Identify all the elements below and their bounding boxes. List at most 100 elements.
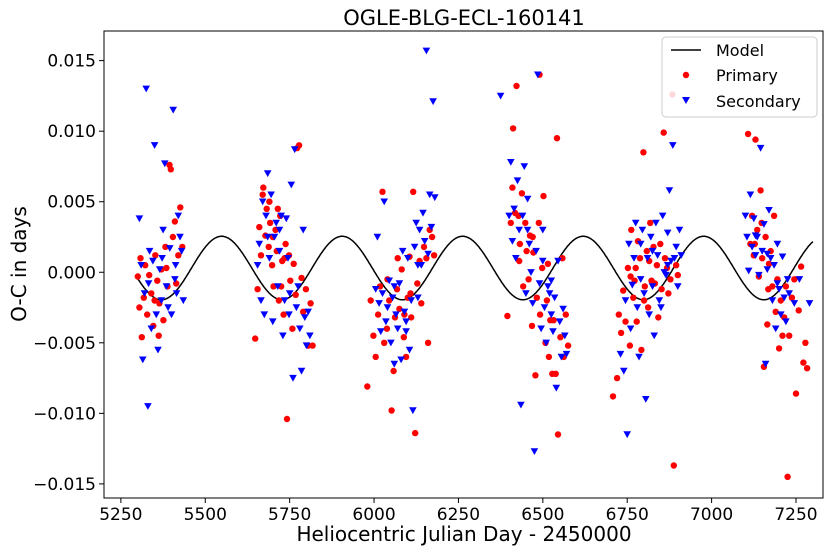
secondary-point xyxy=(626,325,635,333)
secondary-point xyxy=(431,194,439,202)
primary-point xyxy=(550,317,557,324)
secondary-point xyxy=(527,269,535,276)
secondary-point xyxy=(539,257,547,265)
secondary-point xyxy=(257,297,265,305)
secondary-point xyxy=(633,304,642,312)
primary-point xyxy=(173,280,180,287)
primary-point xyxy=(786,332,793,339)
primary-point xyxy=(394,255,401,262)
secondary-point xyxy=(135,215,144,223)
secondary-point xyxy=(662,271,670,279)
secondary-point xyxy=(785,290,793,297)
secondary-point xyxy=(140,290,149,297)
y-tick-label: 0.000 xyxy=(47,263,96,283)
primary-point xyxy=(559,255,566,262)
y-tick-label: 0.005 xyxy=(47,193,96,213)
primary-point xyxy=(289,325,296,332)
primary-point xyxy=(543,297,551,304)
secondary-point xyxy=(675,226,684,234)
secondary-point xyxy=(280,297,289,305)
secondary-point xyxy=(137,262,145,269)
primary-point xyxy=(533,294,540,301)
legend: Model Primary Secondary xyxy=(661,36,818,118)
primary-point xyxy=(539,264,546,272)
primary-point xyxy=(655,314,662,321)
secondary-point xyxy=(663,262,672,269)
primary-point xyxy=(148,290,155,297)
secondary-point xyxy=(172,290,181,297)
secondary-point xyxy=(176,233,184,241)
secondary-point xyxy=(144,280,153,288)
primary-point xyxy=(638,346,645,354)
secondary-point xyxy=(419,209,427,217)
primary-point xyxy=(667,276,674,283)
primary-point xyxy=(163,264,170,272)
primary-point xyxy=(765,286,772,293)
secondary-point xyxy=(636,240,645,248)
secondary-point xyxy=(535,280,544,288)
secondary-point xyxy=(663,229,672,237)
primary-point xyxy=(782,283,790,290)
primary-point xyxy=(545,353,553,361)
secondary-point xyxy=(643,255,652,262)
secondary-point xyxy=(528,300,537,307)
primary-point xyxy=(641,283,648,290)
primary-point xyxy=(175,252,182,259)
secondary-point xyxy=(144,403,152,410)
legend-box xyxy=(661,36,818,118)
primary-point xyxy=(622,318,629,325)
secondary-point xyxy=(395,280,404,288)
secondary-point xyxy=(616,350,625,358)
secondary-point xyxy=(763,266,772,273)
secondary-point xyxy=(640,290,648,297)
primary-point xyxy=(388,407,395,414)
secondary-point xyxy=(658,212,667,220)
secondary-point xyxy=(398,247,407,255)
primary-point xyxy=(263,205,270,212)
secondary-point xyxy=(378,290,387,297)
secondary-point xyxy=(741,212,750,220)
primary-point xyxy=(529,233,536,241)
secondary-point xyxy=(630,255,638,262)
legend-primary-swatch xyxy=(682,71,690,79)
secondary-point xyxy=(177,247,186,255)
secondary-point xyxy=(404,255,412,262)
secondary-point xyxy=(631,219,640,227)
primary-point xyxy=(647,219,654,227)
secondary-point xyxy=(512,255,520,262)
secondary-point xyxy=(780,294,788,302)
primary-point xyxy=(522,219,529,227)
secondary-point xyxy=(415,226,424,234)
secondary-point xyxy=(657,304,665,312)
primary-point xyxy=(772,308,779,315)
primary-point xyxy=(430,252,438,259)
primary-point xyxy=(509,125,517,132)
secondary-point xyxy=(167,311,176,319)
primary-point xyxy=(372,353,379,361)
primary-point xyxy=(376,283,384,290)
primary-point xyxy=(777,297,784,304)
primary-point xyxy=(414,280,421,287)
primary-point xyxy=(562,311,569,318)
primary-point xyxy=(803,365,811,372)
secondary-point xyxy=(561,332,569,340)
secondary-point xyxy=(777,311,785,319)
primary-point xyxy=(779,332,786,339)
primary-point xyxy=(673,262,680,269)
x-axis-ticks: 5250 5500 5750 6000 6250 6500 6750 7000 7250 xyxy=(99,498,818,525)
secondary-point xyxy=(387,339,395,347)
secondary-point xyxy=(375,300,383,307)
secondary-point xyxy=(775,286,783,293)
primary-point xyxy=(386,297,393,304)
secondary-point xyxy=(559,305,567,313)
secondary-point xyxy=(388,294,397,302)
chart-title: OGLE-BLG-ECL-160141 xyxy=(343,6,585,30)
y-tick-label: 0.010 xyxy=(47,122,96,142)
primary-point xyxy=(657,240,664,248)
secondary-point xyxy=(768,297,777,305)
secondary-point xyxy=(655,297,664,305)
primary-point xyxy=(160,317,167,324)
primary-point xyxy=(402,353,410,361)
secondary-point xyxy=(625,240,633,248)
